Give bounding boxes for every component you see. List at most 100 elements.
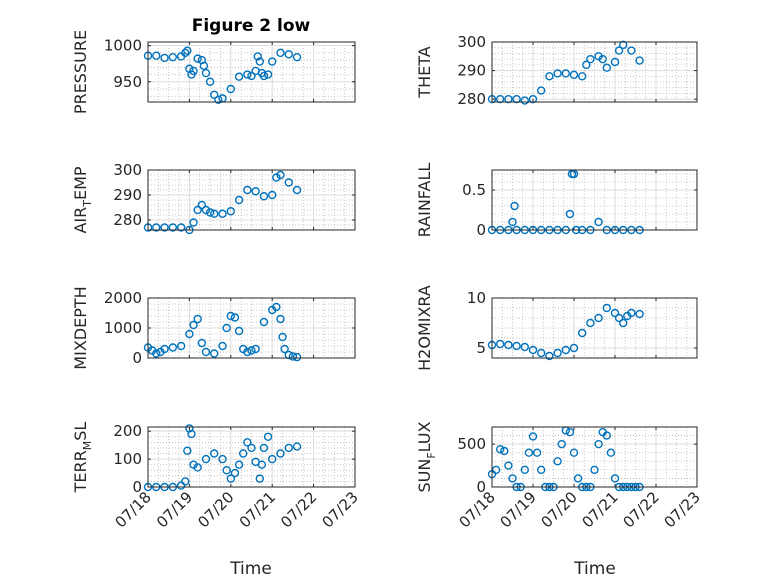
data-point xyxy=(201,68,211,78)
data-point xyxy=(627,46,636,55)
y-tick-label: 290 xyxy=(113,186,142,204)
data-point xyxy=(578,328,587,338)
data-point xyxy=(504,94,513,104)
y-tick-label: 950 xyxy=(113,73,142,91)
y-tick-label: 1000 xyxy=(104,37,142,55)
data-point xyxy=(239,449,248,458)
y-axis-label: TERRMSL xyxy=(71,422,94,494)
x-tick-label: 07/22 xyxy=(277,488,320,531)
data-point xyxy=(152,349,161,358)
data-point xyxy=(553,348,562,358)
data-point xyxy=(226,207,236,216)
subplot-5: 5 10 H2OMIXRA xyxy=(415,285,698,371)
data-point xyxy=(201,205,211,215)
data-point xyxy=(234,72,244,81)
data-point xyxy=(276,170,285,180)
data-point xyxy=(176,223,186,232)
y-tick-label: 280 xyxy=(457,90,486,108)
data-point xyxy=(176,341,186,351)
y-axis-label: THETA xyxy=(415,46,434,98)
data-point xyxy=(185,329,194,339)
data-point xyxy=(491,465,501,475)
data-point xyxy=(619,40,628,50)
data-point xyxy=(561,345,570,355)
data-point xyxy=(594,313,603,323)
data-point xyxy=(168,223,178,232)
data-point xyxy=(520,342,529,352)
data-point xyxy=(268,190,277,200)
data-point xyxy=(280,344,289,354)
figure-title: Figure 2 low xyxy=(192,16,311,36)
data-point xyxy=(565,427,575,437)
data-point xyxy=(496,339,505,349)
data-point xyxy=(234,326,244,336)
data-point xyxy=(193,463,202,472)
y-tick-label: 5 xyxy=(476,339,486,357)
data-point xyxy=(181,477,190,486)
y-tick-label: 2000 xyxy=(104,289,142,307)
data-point xyxy=(183,446,192,455)
data-point xyxy=(243,347,252,357)
subplot-7: 07/1807/1907/2007/2107/2207/230500SUNFLU… xyxy=(415,421,704,531)
y-tick-label: 0 xyxy=(476,478,486,496)
data-point xyxy=(528,432,538,441)
axes-frame xyxy=(147,169,356,231)
y-axis-label: AIRTEMP xyxy=(71,166,94,233)
data-point xyxy=(152,223,161,232)
y-axis-label: SUNFLUX xyxy=(415,421,438,492)
data-point xyxy=(251,187,260,196)
data-point xyxy=(263,432,273,441)
data-point xyxy=(253,52,262,61)
data-point xyxy=(561,69,570,78)
data-point xyxy=(508,474,517,483)
x-tick-label: 07/19 xyxy=(153,488,196,531)
data-point xyxy=(259,71,269,81)
y-tick-label: 280 xyxy=(113,211,142,229)
data-point xyxy=(234,460,244,469)
axes-frame xyxy=(147,41,356,103)
subplot-0: 950 1000 PRESSURE xyxy=(71,30,356,114)
data-point xyxy=(598,54,607,64)
data-point xyxy=(292,352,302,362)
data-point xyxy=(193,205,202,215)
data-point xyxy=(553,457,562,466)
data-point xyxy=(520,96,529,105)
data-point xyxy=(226,474,236,483)
data-point xyxy=(606,448,616,457)
data-point xyxy=(205,77,215,86)
data-point xyxy=(193,314,202,324)
data-point xyxy=(189,320,198,330)
data-point xyxy=(263,70,273,79)
data-point xyxy=(168,52,178,62)
y-tick-label: 10 xyxy=(467,289,486,307)
x-tick-label: 07/20 xyxy=(538,488,581,531)
data-point xyxy=(614,313,624,323)
x-tick-label: 07/20 xyxy=(194,488,237,531)
data-point xyxy=(189,66,198,76)
y-tick-label: 300 xyxy=(113,161,142,179)
data-point xyxy=(185,424,194,433)
data-point xyxy=(197,200,207,210)
data-point xyxy=(160,53,169,63)
data-point xyxy=(537,348,546,358)
data-point xyxy=(602,431,611,440)
y-axis-label: PRESSURE xyxy=(71,30,90,114)
y-tick-label: 1000 xyxy=(104,319,142,337)
data-point xyxy=(573,474,583,483)
data-point xyxy=(251,344,260,354)
x-tick-label: 07/22 xyxy=(620,488,663,531)
data-point xyxy=(524,448,534,457)
data-point xyxy=(210,90,219,99)
data-point xyxy=(160,344,169,354)
data-point xyxy=(532,448,542,457)
data-point xyxy=(199,61,209,71)
data-point xyxy=(247,346,256,355)
axes-frame xyxy=(491,169,698,231)
data-point xyxy=(272,173,281,182)
data-point xyxy=(187,429,196,439)
y-tick-label: 0 xyxy=(132,349,142,367)
x-tick-label: 07/21 xyxy=(579,488,622,531)
data-point xyxy=(214,95,223,105)
x-tick-label: 07/21 xyxy=(236,488,279,531)
data-point xyxy=(569,70,579,80)
